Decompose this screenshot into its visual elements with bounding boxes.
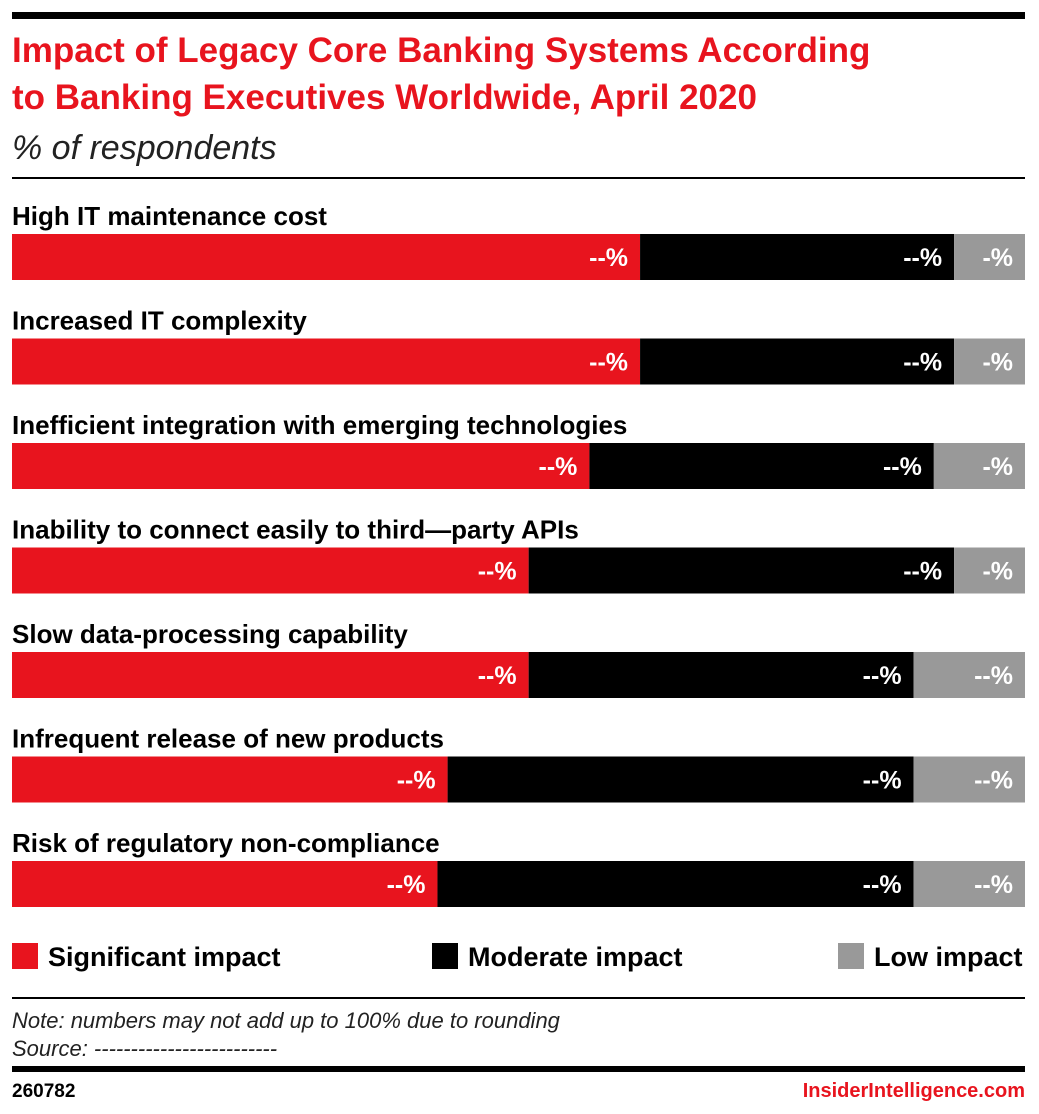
value-label: -% [982,349,1013,377]
value-label: --% [863,767,902,795]
bar-segment [12,861,438,907]
bar-segment [640,338,955,385]
value-label: --% [974,767,1013,795]
value-label: --% [539,453,578,481]
chart-id: 260782 [12,1081,75,1102]
category-label: Infrequent release of new products [12,724,444,754]
bar-segment [12,652,529,698]
value-label: --% [863,871,902,899]
legend: Significant impact Moderate impact Low imp… [12,942,1023,972]
value-label: -% [982,558,1013,586]
bar-segment [913,861,1025,907]
value-label: --% [883,453,922,481]
bar-segment [954,234,1025,280]
rule [12,997,1025,999]
legend-label: Moderate impact [468,942,683,972]
bar-segment [12,234,641,280]
value-label: --% [387,871,426,899]
bar-segment [12,756,448,803]
bar-segment [12,443,590,489]
bar-segment [437,861,914,907]
bar-segment [913,652,1025,698]
value-label: --% [903,244,942,272]
value-label: --% [589,244,628,272]
legend-swatch [12,943,38,969]
category-label: Risk of regulatory non-compliance [12,828,440,858]
bar-segment [528,652,914,698]
value-label: --% [478,558,517,586]
category-label: Inefficient integration with emerging te… [12,410,627,440]
legend-label: Low impact [874,942,1023,972]
bar-segment [589,443,934,489]
legend-swatch [432,943,458,969]
rule [12,177,1025,179]
category-label: Inability to connect easily to third—par… [12,515,579,545]
value-label: --% [589,349,628,377]
value-label: --% [974,871,1013,899]
value-label: --% [903,349,942,377]
bar-segment [12,547,529,594]
value-label: -% [982,453,1013,481]
legend-label: Significant impact [48,942,281,972]
bar-segment [528,547,955,594]
bar-segment [933,443,1025,489]
value-label: --% [478,662,517,690]
bar-segment [447,756,914,803]
value-label: --% [863,662,902,690]
note: Note: numbers may not add up to 100% due… [12,1008,561,1033]
value-label: --% [903,558,942,586]
bar-segment [954,547,1025,594]
bar-segment [12,338,641,385]
chart-title: to Banking Executives Worldwide, April 2… [12,78,757,117]
top-rule [12,12,1025,19]
chart-subtitle: % of respondents [12,129,277,167]
value-label: -% [982,244,1013,272]
bar-segment [954,338,1025,385]
plot: High IT maintenance cost --% --% -% Increase… [12,201,1025,907]
bar-segment [913,756,1025,803]
category-label: Slow data-processing capability [12,619,408,649]
bar-segment [640,234,955,280]
brand: InsiderIntelligence.com [803,1080,1025,1102]
category-label: High IT maintenance cost [12,201,327,231]
bottom-rule [12,1066,1025,1072]
source: Source: ------------------------- [12,1036,277,1061]
chart-title: Impact of Legacy Core Banking Systems Ac… [12,31,870,70]
category-label: Increased IT complexity [12,306,307,336]
value-label: --% [397,767,436,795]
legend-swatch [838,943,864,969]
value-label: --% [974,662,1013,690]
